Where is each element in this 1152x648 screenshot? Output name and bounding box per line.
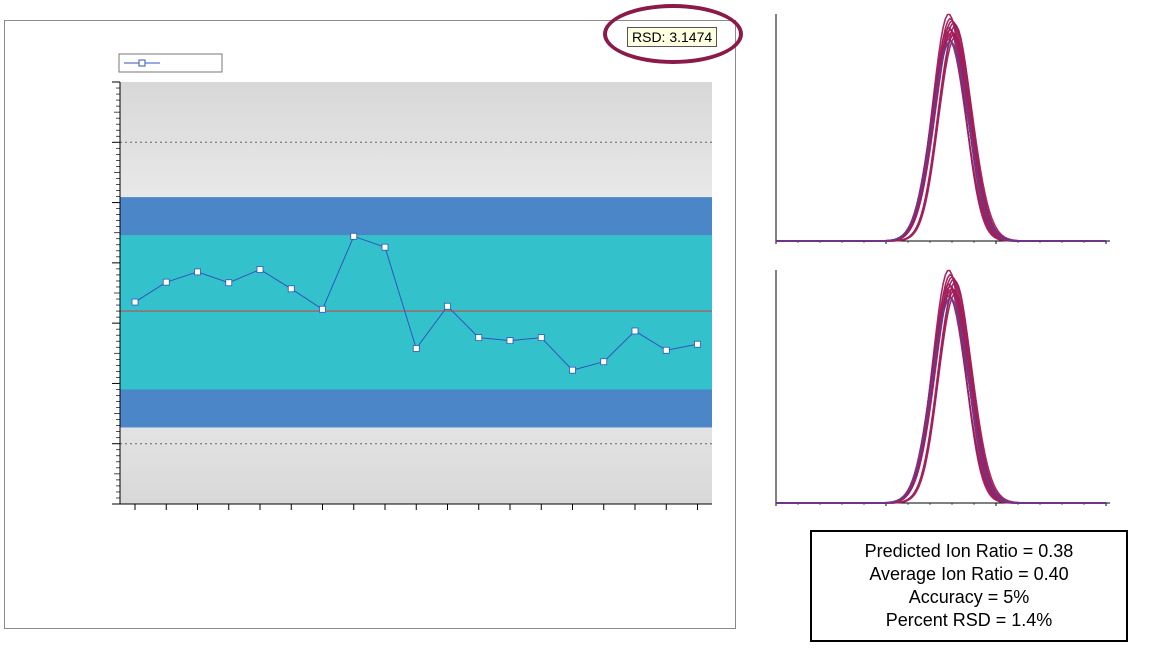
chromatogram-413-369	[775, 269, 1110, 506]
control-chart	[112, 53, 712, 510]
panel-top-border	[5, 20, 735, 21]
pfoa-data-point	[381, 243, 389, 251]
rsd-tooltip: RSD: 3.1474	[627, 27, 718, 47]
pfoa-data-point	[194, 268, 201, 276]
pfoa-data-point	[256, 266, 264, 273]
accuracy: Accuracy = 5%	[908, 587, 1030, 607]
pfoa-data-point	[631, 327, 639, 335]
pfoa-data-point	[569, 366, 576, 374]
pfoa-data-point	[162, 278, 170, 286]
pfoa-data-point	[350, 232, 358, 240]
chromatogram-413-169	[775, 13, 1110, 244]
average-ion-ratio: Average Ion Ratio = 0.40	[869, 564, 1069, 584]
pfoa-data-point	[537, 334, 545, 342]
inner-control-band	[120, 235, 712, 390]
pfoa-data-point	[319, 305, 326, 313]
pfoa-data-point	[475, 334, 483, 342]
pfoa-data-point	[694, 340, 701, 348]
pfoa-data-point	[225, 279, 233, 287]
pfoa-data-point	[412, 345, 420, 352]
legend-box	[118, 53, 223, 73]
predicted-ion-ratio: Predicted Ion Ratio = 0.38	[864, 541, 1074, 561]
chrom-peak-trace	[776, 297, 1106, 504]
pfoa-data-point	[506, 337, 514, 345]
pfoa-data-point	[444, 302, 451, 310]
legend-marker-swatch	[138, 59, 146, 67]
percent-rsd: Percent RSD = 1.4%	[885, 610, 1053, 630]
pfoa-data-point	[287, 285, 295, 293]
pfoa-data-point	[662, 346, 670, 354]
chromatogram-panel	[775, 13, 1110, 506]
pfoa-data-point	[600, 358, 608, 366]
rsd-highlight-ellipse	[603, 4, 743, 64]
pfoa-data-point	[131, 298, 139, 306]
chrom-peak-trace	[776, 40, 1106, 242]
ion-ratio-summary: Predicted Ion Ratio = 0.38 Average Ion R…	[810, 530, 1128, 642]
